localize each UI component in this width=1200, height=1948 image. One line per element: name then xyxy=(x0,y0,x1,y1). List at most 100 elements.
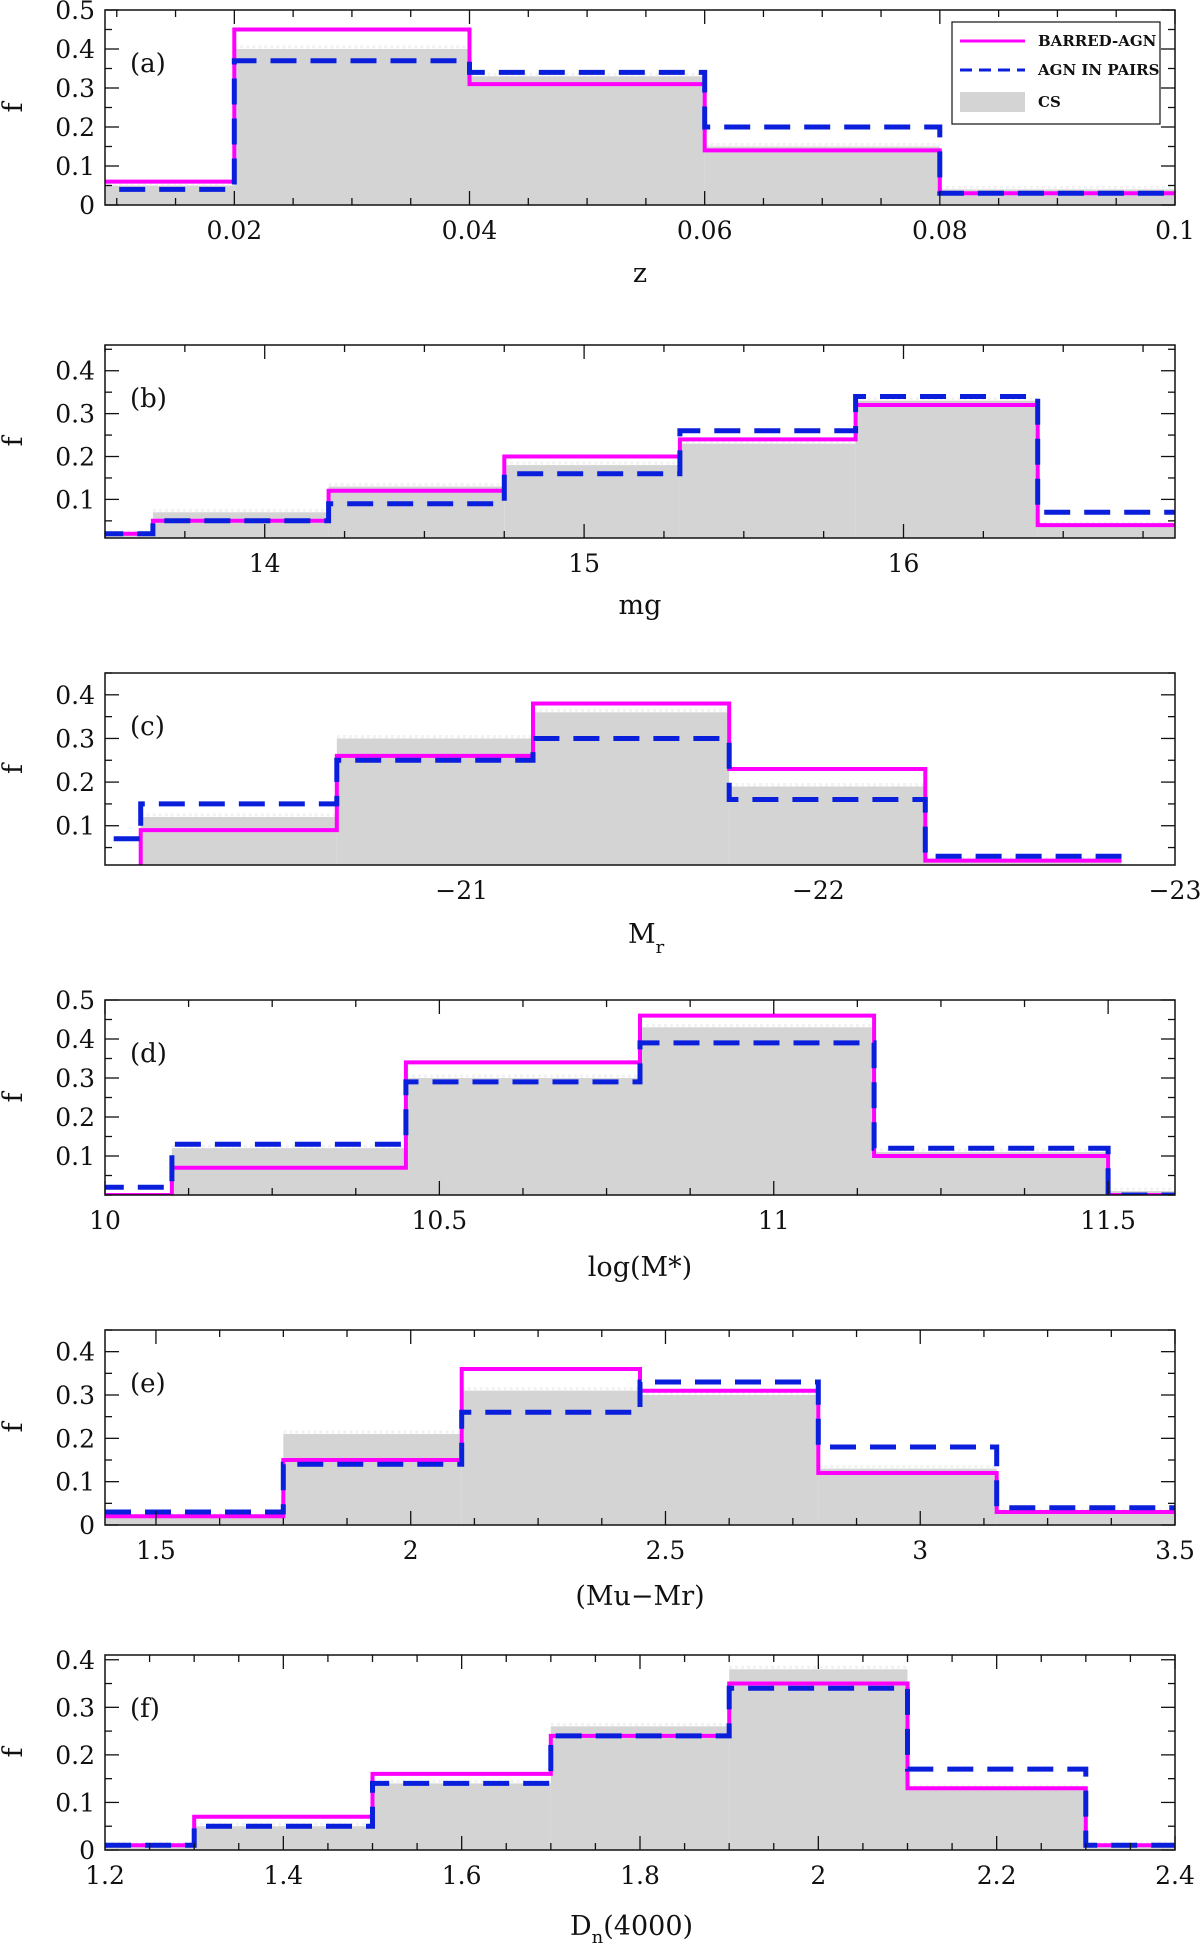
y-tick-label: 0.4 xyxy=(55,1025,95,1054)
plot-area xyxy=(105,1665,1175,1850)
cs-bar xyxy=(328,486,505,538)
x-tick-label: 0.06 xyxy=(677,216,733,245)
agn-in-pairs-line xyxy=(105,394,1175,537)
x-tick-label: 10.5 xyxy=(412,1206,468,1235)
y-tick-label: 0.2 xyxy=(55,1424,95,1453)
panel-label: (c) xyxy=(130,712,165,742)
y-tick-label: 0 xyxy=(79,1836,95,1865)
cs-bar xyxy=(105,1516,284,1525)
cs-bar xyxy=(550,1726,730,1850)
x-tick-label: 0.1 xyxy=(1155,216,1195,245)
y-tick-label: 0.2 xyxy=(55,768,95,797)
cs-bar xyxy=(855,400,1038,538)
x-tick-label: 3 xyxy=(912,1536,928,1565)
y-tick-label: 0.1 xyxy=(55,152,95,181)
cs-bar xyxy=(1037,525,1175,538)
cs-bar xyxy=(640,1395,819,1525)
y-tick-label: 0 xyxy=(79,191,95,220)
cs-bar xyxy=(405,1078,640,1195)
x-tick-label: 0.04 xyxy=(442,216,498,245)
y-tick-label: 0.4 xyxy=(55,1646,95,1675)
y-axis-label: f xyxy=(0,435,29,447)
cs-bar xyxy=(105,533,153,538)
cs-bar xyxy=(996,1512,1175,1525)
y-axis-label: f xyxy=(0,1091,29,1103)
legend-pairs-label: AGN IN PAIRS xyxy=(1037,61,1159,79)
panel-label: (a) xyxy=(130,49,166,79)
plot-frame xyxy=(104,672,1176,866)
cs-bar xyxy=(925,860,1122,865)
x-axis-label: Mr xyxy=(628,919,665,958)
y-tick-label: 0.3 xyxy=(55,74,95,103)
x-tick-label: 10 xyxy=(89,1206,121,1235)
plot-area xyxy=(105,1013,1175,1195)
cs-bar xyxy=(469,76,705,205)
y-tick-label: 0.4 xyxy=(55,357,95,386)
cs-bar xyxy=(283,1434,462,1525)
x-tick-label: 2 xyxy=(810,1861,826,1890)
x-tick-label: 1.5 xyxy=(136,1536,176,1565)
x-tick-label: 16 xyxy=(888,549,920,578)
panel-a: 0.02 0.04 0.06 0.08 0.1 0 0.1 0.2 0.3 0.4 0.5 (a) f z xyxy=(0,0,1195,289)
x-tick-label: 14 xyxy=(249,549,281,578)
y-tick-label: 0.1 xyxy=(55,812,95,841)
x-tick-label: 1.8 xyxy=(620,1861,660,1890)
cs-bar xyxy=(504,465,680,538)
x-tick-label: 0.08 xyxy=(912,216,968,245)
y-axis-label: f xyxy=(0,762,29,774)
x-axis-label-rest: (4000) xyxy=(603,1911,693,1942)
plot-area xyxy=(105,701,1122,865)
y-tick-label: 0.3 xyxy=(55,400,95,429)
x-tick-label: −22 xyxy=(792,876,845,905)
panel-label: (f) xyxy=(130,1694,160,1724)
x-axis-label: z xyxy=(633,258,647,289)
panel-d: 10 10.5 11 11.5 0.1 0.2 0.3 0.4 0.5 (d) f log(M*) xyxy=(0,986,1176,1283)
x-axis-label: log(M*) xyxy=(588,1252,692,1283)
cs-bar xyxy=(152,512,329,538)
y-tick-label: 0.2 xyxy=(55,1741,95,1770)
legend-cs-label: CS xyxy=(1038,93,1061,111)
x-tick-label: 15 xyxy=(568,549,600,578)
x-tick-label: 1.4 xyxy=(263,1861,303,1890)
panel-e: 1.5 2 2.5 3 3.5 0 0.1 0.2 0.3 0.4 (e) f (Mu−Mr) xyxy=(0,1329,1195,1612)
y-tick-label: 0.5 xyxy=(55,986,95,1015)
panel-f: 1.2 1.4 1.6 1.8 2 2.2 2.4 0 0.1 0.2 0.3 0.4 (f) f Dn(4… xyxy=(0,1646,1195,1948)
legend-barred-label: BARRED-AGN xyxy=(1038,32,1157,50)
cs-bar xyxy=(679,443,856,538)
agn-in-pairs-line xyxy=(105,1379,1175,1515)
y-tick-label: 0.1 xyxy=(55,1142,95,1171)
x-tick-label: 3.5 xyxy=(1155,1536,1195,1565)
agn-in-pairs-line xyxy=(105,736,1122,859)
plot-area xyxy=(105,1367,1175,1525)
plot-area xyxy=(105,27,1175,205)
y-tick-label: 0.1 xyxy=(55,1468,95,1497)
panel-label: (d) xyxy=(130,1039,167,1069)
y-tick-label: 0.2 xyxy=(55,1103,95,1132)
y-tick-label: 0.4 xyxy=(55,1338,95,1367)
y-tick-label: 0.2 xyxy=(55,443,95,472)
x-tick-label: −21 xyxy=(435,876,488,905)
cs-bar xyxy=(640,1027,875,1195)
cs-bar xyxy=(818,1468,997,1525)
legend-cs-swatch xyxy=(960,92,1025,112)
cs-bar xyxy=(140,817,337,865)
x-axis-label-sub: n xyxy=(592,1927,604,1948)
y-tick-label: 0.3 xyxy=(55,1064,95,1093)
y-tick-label: 0.1 xyxy=(55,485,95,514)
x-tick-label: 2.4 xyxy=(1155,1861,1195,1890)
y-tick-label: 0.4 xyxy=(55,35,95,64)
plot-frame xyxy=(104,344,1176,539)
y-axis-label: f xyxy=(0,1421,29,1433)
x-axis-label-main: M xyxy=(628,919,656,950)
y-tick-label: 0 xyxy=(79,1511,95,1540)
x-axis-label-sub: r xyxy=(656,937,665,958)
x-tick-label: 2 xyxy=(403,1536,419,1565)
agn-in-pairs-line xyxy=(105,58,1175,196)
x-tick-label: 11 xyxy=(758,1206,790,1235)
y-tick-label: 0.3 xyxy=(55,1693,95,1722)
x-axis-label: (Mu−Mr) xyxy=(575,1581,704,1612)
x-tick-label: 2.5 xyxy=(646,1536,686,1565)
x-tick-label: 2.2 xyxy=(977,1861,1017,1890)
x-axis-label: mg xyxy=(619,590,662,621)
